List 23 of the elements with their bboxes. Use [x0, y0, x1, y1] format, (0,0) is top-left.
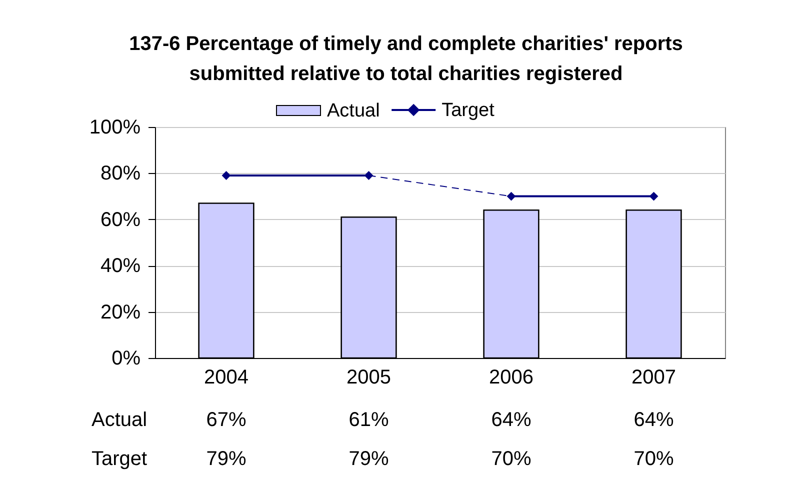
data-label: 64%: [491, 409, 532, 431]
y-tick-label: 0%: [112, 348, 141, 370]
y-tick-label: 20%: [100, 301, 141, 324]
text: Target: [92, 448, 148, 470]
data-label: 79%: [206, 448, 246, 470]
y-tick-label: 80%: [100, 162, 141, 185]
x-tick-label: 2004: [204, 366, 248, 388]
x-tick-label: 2006: [489, 366, 534, 388]
data-label: 79%: [348, 448, 389, 470]
chart-title: 137-6 Percentage of timely and complete charities' reports submitted relative to total charities registered: [129, 33, 683, 85]
y-tick-label: 100%: [89, 116, 141, 138]
legend-label: Target: [442, 100, 496, 121]
data-label: 67%: [206, 409, 246, 431]
data-label: 70%: [491, 448, 532, 470]
x-tick-label: 2007: [632, 366, 676, 388]
data-label: 64%: [634, 409, 674, 431]
text: Actual: [92, 409, 148, 431]
data-label: 61%: [348, 409, 389, 431]
y-tick-label: 40%: [100, 255, 141, 278]
x-tick-label: 2005: [346, 366, 391, 388]
y-tick-label: 60%: [100, 208, 141, 231]
legend-label: Actual: [327, 100, 380, 122]
data-label: 70%: [634, 448, 674, 470]
